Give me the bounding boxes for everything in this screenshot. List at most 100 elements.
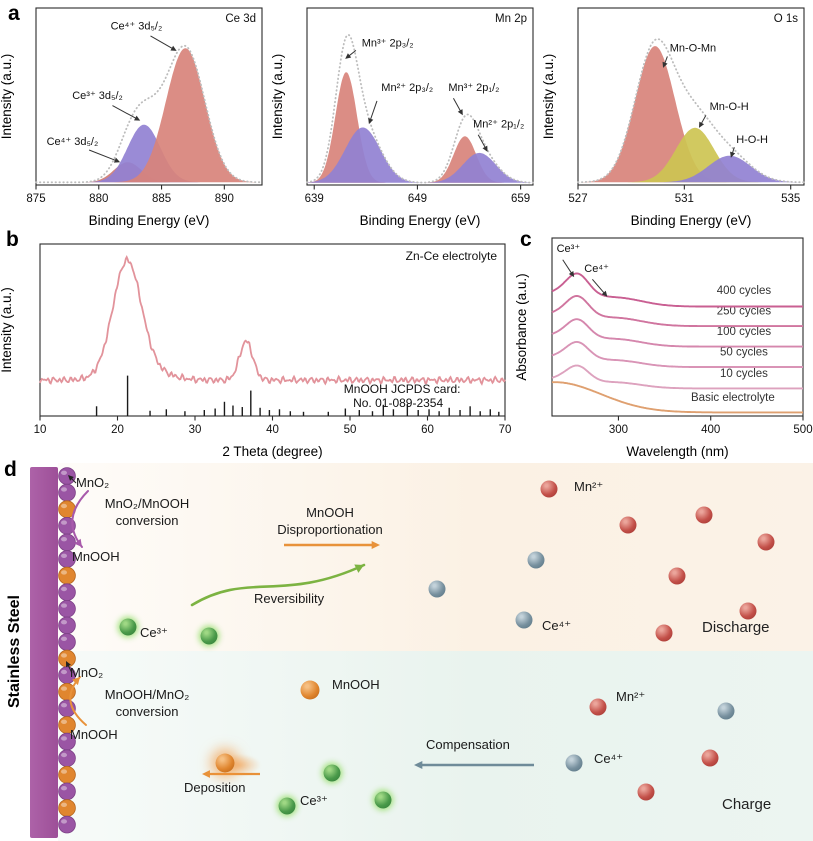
- svg-text:875: 875: [26, 193, 45, 205]
- charge-region: [58, 651, 813, 841]
- svg-text:Mn-O-Mn: Mn-O-Mn: [670, 43, 716, 55]
- svg-text:Binding Energy (eV): Binding Energy (eV): [360, 213, 481, 228]
- discharge-region: [58, 463, 813, 651]
- svg-text:60: 60: [421, 424, 434, 436]
- label-compensation: Compensation: [426, 737, 510, 752]
- label-deposition: Deposition: [184, 780, 246, 795]
- svg-text:Intensity (a.u.): Intensity (a.u.): [0, 287, 14, 373]
- svg-text:649: 649: [408, 193, 427, 205]
- svg-text:Mn³⁺ 2p₃/₂: Mn³⁺ 2p₃/₂: [362, 38, 414, 50]
- stainless-steel-label: Stainless Steel: [6, 595, 23, 709]
- label-charge-phase: Charge: [722, 796, 772, 813]
- svg-text:890: 890: [215, 193, 234, 205]
- particle-ce4-charge: [565, 754, 583, 772]
- label-mnooh-discharge: MnOOH: [72, 549, 120, 564]
- svg-text:880: 880: [89, 193, 108, 205]
- svg-text:Mn 2p: Mn 2p: [495, 13, 527, 25]
- label-mno2-discharge: MnO₂: [76, 475, 110, 490]
- svg-text:Ce³⁺ 3d₅/₂: Ce³⁺ 3d₅/₂: [72, 90, 123, 102]
- uvvis-chart: 300 400 500 Wavelength (nm) Absorbance (a.u.…: [515, 237, 813, 459]
- particle-mn2-discharge: [540, 480, 558, 498]
- particle-mn2-charge: [589, 698, 607, 716]
- svg-text:885: 885: [152, 193, 171, 205]
- svg-text:Mn-O-H: Mn-O-H: [710, 101, 749, 113]
- svg-text:Binding Energy (eV): Binding Energy (eV): [89, 213, 210, 228]
- svg-text:Mn²⁺ 2p₃/₂: Mn²⁺ 2p₃/₂: [381, 82, 433, 94]
- svg-text:Ce 3d: Ce 3d: [225, 13, 256, 25]
- svg-text:Ce⁴⁺ 3d₅/₂: Ce⁴⁺ 3d₅/₂: [47, 136, 99, 148]
- xps-mn2p-chart: 639 649 659 Binding Energy (eV) Intensity (a…: [271, 7, 534, 228]
- particle-ce3-charge: [278, 797, 296, 815]
- svg-text:Intensity (a.u.): Intensity (a.u.): [271, 54, 285, 140]
- svg-text:MnOOH JCPDS card:: MnOOH JCPDS card:: [344, 382, 461, 396]
- svg-text:Mn²⁺ 2p₁/₂: Mn²⁺ 2p₁/₂: [473, 118, 524, 130]
- label-disproportionation: MnOOH Disproportionation: [277, 505, 383, 537]
- particle-mn2-discharge: [739, 602, 757, 620]
- label-mnooh-particle: MnOOH: [332, 677, 380, 692]
- label-mno2-charge: MnO₂: [70, 665, 104, 680]
- svg-text:Binding Energy (eV): Binding Energy (eV): [631, 213, 752, 228]
- particle-mn2-discharge: [757, 533, 775, 551]
- svg-text:639: 639: [305, 193, 324, 205]
- particle-ce4-discharge: [515, 611, 533, 629]
- xrd-chart: 10 20 30 40 50 60 70 2 Theta (degree) Intensity …: [0, 243, 512, 459]
- particle-mn2-discharge: [695, 506, 713, 524]
- svg-text:Zn-Ce electrolyte: Zn-Ce electrolyte: [406, 249, 498, 263]
- particle-ce3-discharge: [200, 627, 218, 645]
- svg-text:250 cycles: 250 cycles: [717, 306, 772, 318]
- particle-mnooh-charge: [300, 680, 320, 700]
- svg-text:300: 300: [609, 424, 628, 436]
- mechanism-diagram: Stainless Steel MnO₂ MnO₂/MnOOH conversi…: [0, 463, 813, 841]
- svg-text:Basic electrolyte: Basic electrolyte: [691, 392, 775, 404]
- particle-mn2-discharge: [619, 516, 637, 534]
- particle-mnooh-charge: [215, 753, 235, 773]
- particle-ce4-discharge: [527, 551, 545, 569]
- particle-mn2-discharge: [655, 624, 673, 642]
- svg-text:10: 10: [34, 424, 47, 436]
- svg-text:H-O-H: H-O-H: [736, 134, 768, 146]
- svg-text:No. 01-089-2354: No. 01-089-2354: [353, 396, 443, 410]
- svg-text:659: 659: [511, 193, 530, 205]
- particle-ce3-charge: [374, 791, 392, 809]
- svg-text:2 Theta (degree): 2 Theta (degree): [222, 444, 322, 459]
- svg-text:Ce⁴⁺: Ce⁴⁺: [584, 263, 609, 275]
- panel-label-a: a: [8, 2, 20, 25]
- svg-text:10 cycles: 10 cycles: [720, 368, 768, 380]
- svg-text:Intensity (a.u.): Intensity (a.u.): [542, 54, 556, 140]
- particle-ce3-discharge: [119, 618, 137, 636]
- svg-text:100 cycles: 100 cycles: [717, 326, 772, 338]
- particle-ce3-charge: [323, 764, 341, 782]
- xps-o1s-chart: 527 531 535 Binding Energy (eV) Intensity (a…: [542, 7, 805, 228]
- svg-text:Intensity (a.u.): Intensity (a.u.): [0, 54, 14, 140]
- svg-text:70: 70: [499, 424, 512, 436]
- svg-text:Mn³⁺ 2p₁/₂: Mn³⁺ 2p₁/₂: [448, 82, 499, 94]
- xrd-uvvis-row: 10 20 30 40 50 60 70 2 Theta (degree) Intensity …: [0, 230, 813, 461]
- stainless-steel-electrode: [30, 467, 58, 838]
- svg-text:531: 531: [675, 193, 694, 205]
- label-ce4-discharge: Ce⁴⁺: [542, 618, 572, 633]
- particle-ce4-discharge: [428, 580, 446, 598]
- xps-panel-row: 875 880 885 890 Binding Energy (eV) Intensity…: [0, 0, 813, 230]
- svg-text:Ce⁴⁺ 3d₅/₂: Ce⁴⁺ 3d₅/₂: [111, 20, 163, 32]
- particle-mn2-discharge: [668, 567, 686, 585]
- label-mnooh-charge: MnOOH: [70, 727, 118, 742]
- label-discharge-phase: Discharge: [702, 619, 770, 636]
- panel-label-c: c: [520, 228, 532, 251]
- label-conversion-charge: MnOOH/MnO₂ conversion: [104, 687, 190, 719]
- label-ce3-charge: Ce³⁺: [300, 793, 328, 808]
- particle-ce4-charge: [717, 702, 735, 720]
- svg-text:400: 400: [701, 424, 720, 436]
- svg-text:527: 527: [568, 193, 587, 205]
- label-conversion-discharge: MnO₂/MnOOH conversion: [104, 496, 190, 528]
- label-reversibility: Reversibility: [254, 591, 325, 606]
- panel-label-b: b: [6, 228, 19, 251]
- svg-text:20: 20: [111, 424, 124, 436]
- svg-text:400 cycles: 400 cycles: [717, 285, 772, 297]
- svg-text:Wavelength (nm): Wavelength (nm): [626, 444, 728, 459]
- svg-text:50: 50: [344, 424, 357, 436]
- label-mn2-discharge: Mn²⁺: [574, 479, 604, 494]
- particle-mn2-charge: [701, 749, 719, 767]
- svg-text:50 cycles: 50 cycles: [720, 346, 768, 358]
- label-ce3-discharge: Ce³⁺: [140, 625, 168, 640]
